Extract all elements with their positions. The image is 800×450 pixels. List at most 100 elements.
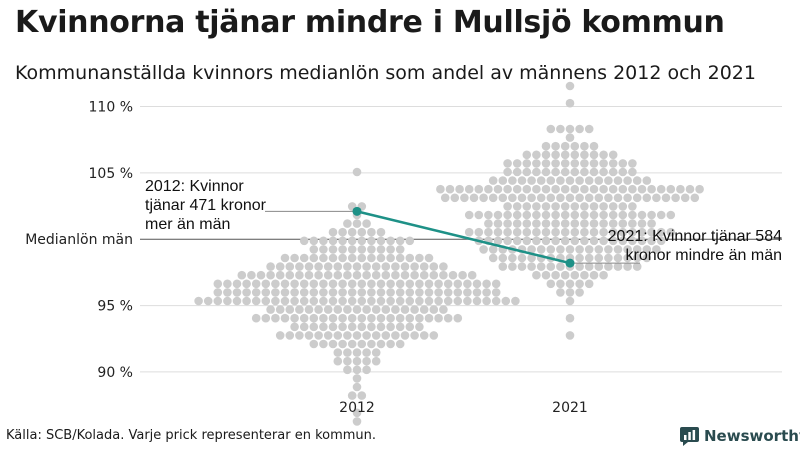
municipality-dot-2012 (347, 236, 357, 246)
municipality-dot-2012 (319, 296, 328, 306)
municipality-dot-2021 (637, 184, 647, 194)
y-tick-label: 95 % (97, 299, 133, 315)
municipality-dot-2012 (271, 279, 280, 289)
municipality-dot-2012 (338, 288, 347, 297)
municipality-dot-2021 (546, 124, 556, 134)
municipality-dot-2021 (508, 253, 517, 263)
municipality-dot-2012 (333, 348, 343, 357)
municipality-dot-2021 (541, 159, 551, 168)
mullsjo-line (356, 210, 571, 265)
municipality-dot-2012 (271, 296, 280, 306)
municipality-dot-2012 (319, 253, 328, 263)
municipality-dot-2021 (556, 279, 565, 289)
municipality-dot-2012 (338, 313, 347, 323)
municipality-dot-2021 (556, 262, 565, 271)
municipality-dot-2012 (347, 313, 357, 323)
municipality-dot-2012 (352, 167, 362, 177)
municipality-dot-2012 (391, 331, 400, 340)
municipality-dot-2021 (594, 176, 604, 185)
municipality-dot-2021 (517, 176, 527, 185)
municipality-dot-2012 (328, 313, 338, 323)
municipality-dot-2012 (472, 288, 482, 297)
municipality-dot-2012 (429, 305, 439, 314)
newsworthy-logo[interactable]: Newsworthy (680, 426, 800, 446)
municipality-dot-2021 (584, 124, 594, 134)
municipality-dot-2012 (410, 305, 419, 314)
municipality-dot-2012 (415, 296, 424, 306)
municipality-dot-2021 (647, 227, 656, 237)
municipality-dot-2012 (338, 339, 347, 349)
municipality-dot-2012 (194, 296, 203, 306)
municipality-dot-2021 (666, 184, 676, 194)
municipality-dot-2012 (439, 270, 448, 280)
municipality-dot-2012 (285, 262, 295, 271)
mullsjo-point-2012 (352, 206, 362, 216)
municipality-dot-2021 (560, 202, 570, 211)
municipality-dot-2021 (570, 236, 580, 246)
municipality-dot-2021 (488, 253, 498, 263)
municipality-dot-2012 (290, 253, 299, 263)
municipality-dot-2021 (541, 184, 551, 194)
municipality-dot-2021 (589, 219, 599, 228)
municipality-dot-2021 (599, 202, 608, 211)
municipality-dot-2012 (357, 245, 367, 254)
municipality-dot-2021 (580, 236, 589, 246)
municipality-dot-2021 (599, 219, 608, 228)
municipality-dot-2021 (503, 159, 512, 168)
label-layer: 90 % 95 % 105 % 110 % Medianlön män 2012 2021 (25, 100, 588, 416)
x-tick-label-2012: 2012 (339, 400, 375, 416)
dots-layer (194, 81, 704, 426)
municipality-dot-2012 (299, 253, 309, 263)
municipality-dot-2021 (656, 210, 666, 220)
municipality-dot-2012 (386, 253, 395, 263)
municipality-dot-2021 (503, 202, 512, 211)
municipality-dot-2021 (647, 184, 656, 194)
municipality-dot-2021 (599, 270, 608, 280)
municipality-dot-2012 (376, 296, 386, 306)
municipality-dot-2021 (541, 219, 551, 228)
municipality-dot-2012 (376, 313, 386, 323)
municipality-dot-2012 (448, 270, 458, 280)
municipality-dot-2012 (328, 339, 338, 349)
municipality-dot-2012 (395, 288, 405, 297)
municipality-dot-2021 (637, 236, 647, 246)
municipality-dot-2021 (522, 167, 532, 177)
municipality-dot-2012 (463, 288, 472, 297)
municipality-dot-2021 (652, 245, 661, 254)
municipality-dot-2012 (213, 279, 223, 289)
municipality-dot-2021 (575, 124, 584, 134)
municipality-dot-2012 (443, 313, 453, 323)
municipality-dot-2012 (347, 227, 357, 237)
municipality-dot-2012 (328, 253, 338, 263)
municipality-dot-2021 (584, 253, 594, 263)
municipality-dot-2012 (391, 262, 400, 271)
municipality-dot-2021 (580, 150, 589, 160)
municipality-dot-2012 (299, 236, 309, 246)
municipality-dot-2012 (386, 279, 395, 289)
municipality-dot-2021 (556, 176, 565, 185)
municipality-dot-2021 (527, 262, 536, 271)
municipality-dot-2012 (266, 262, 275, 271)
municipality-dot-2012 (352, 262, 362, 271)
municipality-dot-2021 (642, 176, 652, 185)
municipality-dot-2012 (232, 288, 242, 297)
municipality-dot-2012 (439, 305, 448, 314)
municipality-dot-2012 (453, 279, 463, 289)
municipality-dot-2021 (560, 184, 570, 194)
municipality-dot-2021 (565, 279, 575, 289)
municipality-dot-2021 (608, 227, 618, 237)
municipality-dot-2021 (599, 210, 608, 220)
municipality-dot-2012 (223, 296, 232, 306)
municipality-dot-2021 (532, 159, 541, 168)
municipality-dot-2021 (541, 270, 551, 280)
municipality-dot-2021 (512, 227, 522, 237)
municipality-dot-2021 (589, 184, 599, 194)
municipality-dot-2012 (347, 391, 357, 400)
municipality-dot-2012 (275, 262, 285, 271)
municipality-dot-2021 (628, 236, 637, 246)
municipality-dot-2012 (343, 219, 352, 228)
chart-subtitle: Kommunanställda kvinnors medianlön som a… (15, 62, 756, 84)
municipality-dot-2012 (381, 305, 391, 314)
municipality-dot-2012 (443, 279, 453, 289)
municipality-dot-2021 (493, 236, 503, 246)
